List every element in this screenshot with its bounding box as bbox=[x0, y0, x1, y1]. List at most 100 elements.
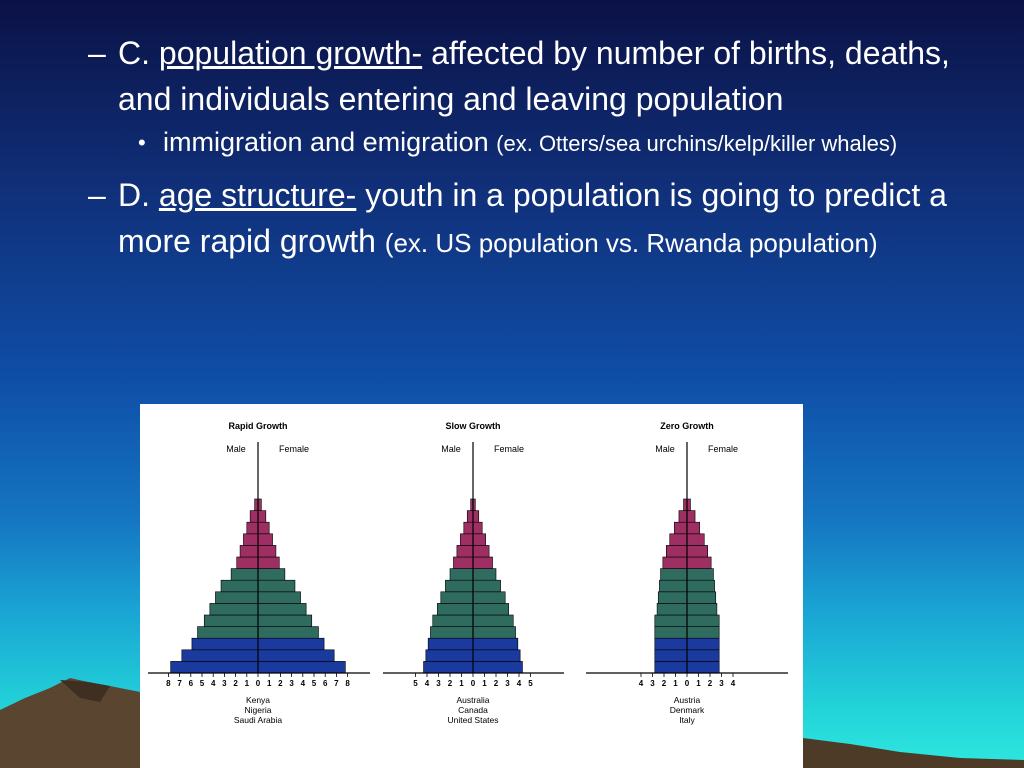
pyramid-female-label-0: Female bbox=[279, 444, 309, 454]
pyramid-bar-male-2-13 bbox=[678, 510, 688, 523]
pyramid-country-1-1: Canada bbox=[458, 705, 488, 715]
pyramid-country-1-0: Australia bbox=[456, 695, 489, 705]
pyramid-bar-female-1-6 bbox=[472, 591, 506, 604]
pyramid-bar-female-0-0 bbox=[257, 661, 346, 674]
bullet-c-sub-text: immigration and emigration bbox=[163, 127, 497, 157]
pyramid-bar-male-0-8 bbox=[230, 568, 259, 581]
pyramid-male-label-2: Male bbox=[655, 444, 675, 454]
pyramid-bar-female-0-5 bbox=[257, 603, 307, 616]
bullet-d: – D. age structure- youth in a populatio… bbox=[88, 172, 1008, 266]
pyramid-bar-male-0-5 bbox=[209, 603, 259, 616]
bullet-d-marker: – bbox=[88, 177, 106, 213]
pyramid-tick-label-0-3: 5 bbox=[200, 679, 205, 688]
bullet-c-sub-example: (ex. Otters/sea urchins/kelp/killer whal… bbox=[496, 131, 898, 156]
pyramid-tick-label-2-1: 3 bbox=[650, 679, 655, 688]
pyramid-tick-label-2-0: 4 bbox=[639, 679, 644, 688]
pyramid-bar-female-0-9 bbox=[257, 556, 280, 569]
pyramid-bar-female-0-3 bbox=[257, 626, 319, 639]
bullet-d-text: youth in a population is going to predic… bbox=[118, 177, 947, 259]
pyramid-country-0-0: Kenya bbox=[246, 695, 270, 705]
pyramid-bar-female-2-11 bbox=[686, 533, 705, 546]
pyramid-title-2: Zero Growth bbox=[660, 421, 714, 431]
bullet-c-sub-marker: • bbox=[138, 130, 146, 155]
pyramid-bar-female-2-1 bbox=[686, 649, 720, 662]
pyramid-tick-label-2-7: 3 bbox=[719, 679, 724, 688]
bullet-c-letter: C. bbox=[118, 35, 150, 71]
pyramid-bar-male-2-5 bbox=[656, 603, 688, 616]
pyramid-bar-female-1-10 bbox=[472, 545, 490, 558]
bullet-c: – C. population growth- affected by numb… bbox=[88, 30, 1008, 122]
pyramid-country-0-1: Nigeria bbox=[245, 705, 272, 715]
pyramid-tick-label-1-6: 1 bbox=[482, 679, 487, 688]
pyramid-tick-label-0-12: 4 bbox=[301, 679, 306, 688]
pyramid-bar-female-2-6 bbox=[686, 591, 717, 604]
pyramid-bar-male-1-5 bbox=[437, 603, 474, 616]
pyramid-tick-label-2-5: 1 bbox=[696, 679, 701, 688]
pyramid-bar-male-2-0 bbox=[654, 661, 688, 674]
pyramid-bar-female-1-7 bbox=[472, 579, 501, 593]
pyramid-tick-label-0-11: 3 bbox=[289, 679, 294, 688]
pyramid-bar-male-1-7 bbox=[445, 579, 474, 593]
pyramid-male-label-0: Male bbox=[226, 444, 246, 454]
bullet-c-text: affected by number of births, deaths, an… bbox=[118, 35, 950, 117]
pyramid-bar-female-0-10 bbox=[257, 545, 277, 558]
pyramid-bar-female-1-9 bbox=[472, 556, 493, 569]
pyramid-tick-label-2-8: 4 bbox=[731, 679, 736, 688]
pyramid-bar-male-1-12 bbox=[463, 521, 474, 535]
pyramid-bar-male-0-10 bbox=[239, 545, 259, 558]
pyramid-bar-female-1-1 bbox=[472, 649, 521, 662]
pyramid-tick-label-1-5: 0 bbox=[471, 679, 476, 688]
pyramid-bar-male-2-6 bbox=[657, 591, 688, 604]
pyramid-bar-male-0-2 bbox=[191, 637, 259, 651]
pyramid-bar-male-1-13 bbox=[466, 510, 474, 523]
pyramid-tick-label-2-2: 2 bbox=[662, 679, 667, 688]
pyramid-bar-male-1-0 bbox=[423, 661, 474, 674]
pyramid-bar-male-0-11 bbox=[243, 533, 259, 546]
pyramid-bar-female-2-12 bbox=[686, 521, 700, 535]
pyramid-tick-label-1-10: 5 bbox=[528, 679, 533, 688]
pyramid-bar-male-0-0 bbox=[170, 661, 259, 674]
pyramid-bar-male-2-2 bbox=[654, 637, 688, 651]
pyramid-bar-male-2-12 bbox=[674, 521, 688, 535]
pyramid-bar-female-1-5 bbox=[472, 603, 509, 616]
bullet-d-example: (ex. US population vs. Rwanda population… bbox=[384, 228, 878, 258]
pyramid-bar-female-1-13 bbox=[472, 510, 480, 523]
pyramid-female-label-1: Female bbox=[494, 444, 524, 454]
pyramid-bar-female-1-11 bbox=[472, 533, 486, 546]
pyramid-bar-female-2-5 bbox=[686, 603, 718, 616]
bullet-c-sub: • immigration and emigration (ex. Otters… bbox=[88, 126, 1008, 160]
pyramid-bar-male-1-6 bbox=[440, 591, 474, 604]
pyramid-tick-label-0-7: 1 bbox=[245, 679, 250, 688]
pyramid-bar-female-2-9 bbox=[686, 556, 712, 569]
pyramid-bar-male-2-3 bbox=[654, 626, 688, 639]
pyramid-bar-male-2-9 bbox=[662, 556, 688, 569]
pyramid-bar-male-2-7 bbox=[659, 579, 688, 593]
pyramid-bar-male-0-12 bbox=[246, 521, 259, 535]
pyramid-bar-female-2-7 bbox=[686, 579, 715, 593]
pyramid-bar-male-2-4 bbox=[654, 614, 688, 627]
pyramid-bar-female-2-10 bbox=[686, 545, 709, 558]
slide-content: – C. population growth- affected by numb… bbox=[88, 30, 1008, 270]
pyramid-country-2-1: Denmark bbox=[670, 705, 705, 715]
bullet-d-letter: D. bbox=[118, 177, 150, 213]
pyramid-bar-female-0-13 bbox=[257, 510, 267, 523]
pyramid-bar-male-0-6 bbox=[215, 591, 259, 604]
pyramid-bar-male-2-8 bbox=[660, 568, 688, 581]
pyramid-bar-female-2-13 bbox=[686, 510, 696, 523]
bullet-c-marker: – bbox=[88, 35, 106, 71]
pyramid-bar-male-0-9 bbox=[236, 556, 259, 569]
pyramid-bar-male-1-9 bbox=[453, 556, 474, 569]
pyramid-tick-label-0-10: 2 bbox=[278, 679, 283, 688]
pyramid-tick-label-0-15: 7 bbox=[334, 679, 339, 688]
pyramid-tick-label-1-1: 4 bbox=[425, 679, 430, 688]
landscape-decoration bbox=[0, 678, 1024, 768]
pyramid-tick-label-0-1: 7 bbox=[177, 679, 182, 688]
pyramid-tick-label-0-16: 8 bbox=[345, 679, 350, 688]
pyramid-bar-male-2-11 bbox=[669, 533, 688, 546]
pyramid-bar-female-1-4 bbox=[472, 614, 514, 627]
pyramid-bar-male-0-1 bbox=[181, 649, 259, 662]
mountain-right bbox=[803, 738, 1024, 768]
pyramid-bar-male-1-8 bbox=[449, 568, 474, 581]
mountain-left-shadow bbox=[60, 680, 110, 702]
